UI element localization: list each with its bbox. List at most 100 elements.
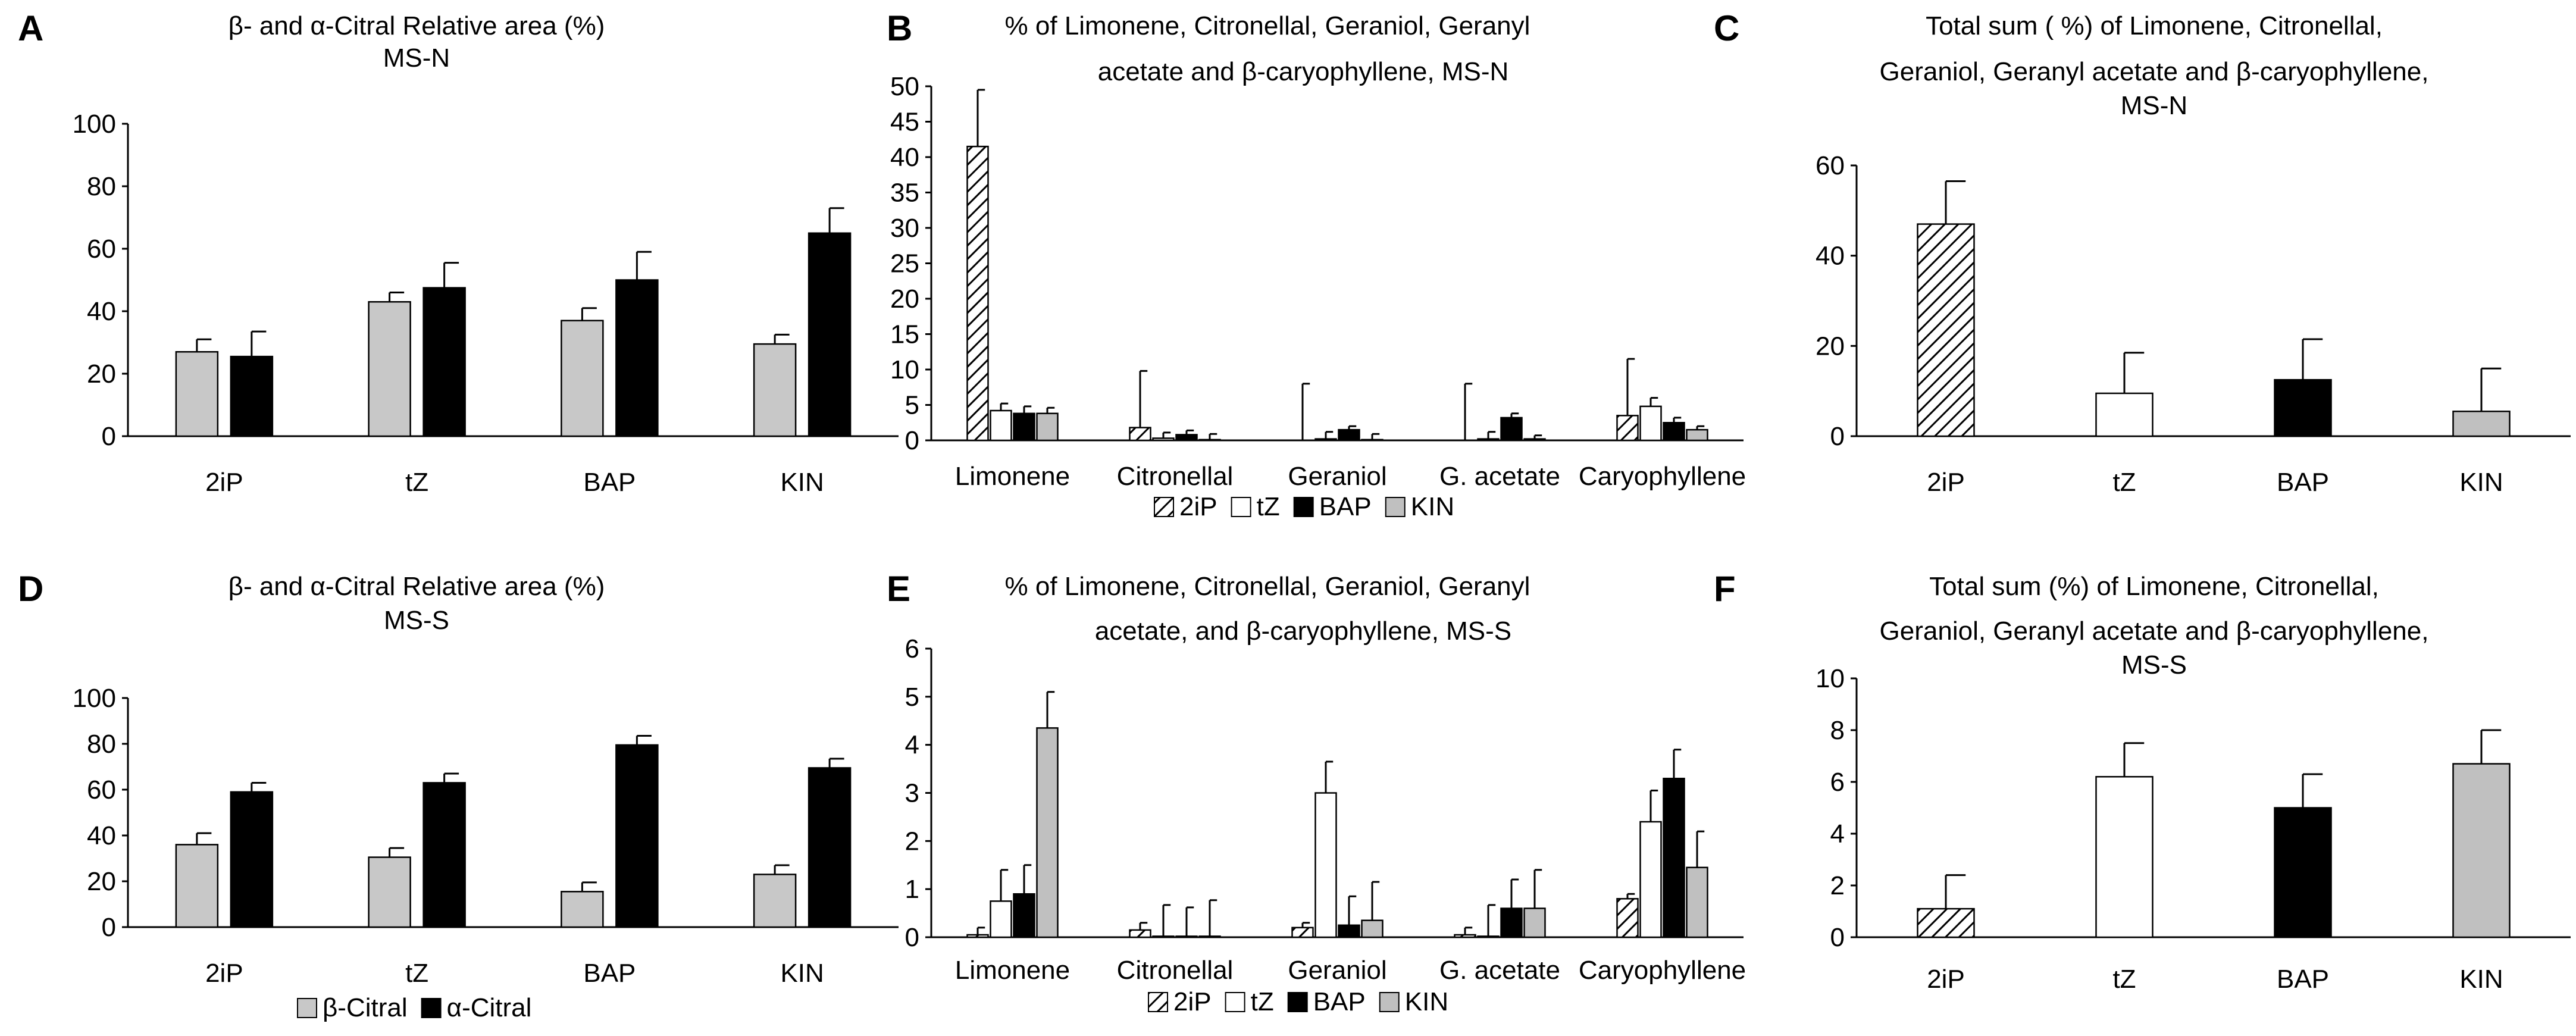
panel-d-legend-label: α-Citral bbox=[447, 993, 532, 1022]
panel-b-category-label: Caryophyllene bbox=[1579, 462, 1746, 491]
panel-f-bar bbox=[2095, 776, 2154, 938]
panel-b-y-tick-label: 35 bbox=[890, 179, 919, 208]
panel-c-bar bbox=[2452, 411, 2511, 437]
panel-d-y-tick-label: 100 bbox=[73, 684, 116, 713]
panel-b-y-tick-label: 5 bbox=[905, 391, 919, 420]
panel-c-y-tick-label: 0 bbox=[1830, 422, 1845, 451]
panel-e-legend-swatch bbox=[1225, 992, 1245, 1012]
panel-c: C Total sum ( %) of Limonene, Citronella… bbox=[1714, 8, 2428, 120]
panel-a-bar bbox=[230, 355, 274, 437]
panel-d-legend-label: β-Citral bbox=[323, 993, 408, 1022]
panel-b-bar bbox=[1500, 417, 1523, 442]
panel-b-y-tick-label: 50 bbox=[890, 72, 919, 101]
panel-e-y-tick-label: 4 bbox=[905, 731, 919, 760]
panel-c-bar bbox=[2095, 392, 2154, 437]
panel-b-bar bbox=[1152, 437, 1175, 442]
panel-d-bar bbox=[175, 844, 219, 928]
panel-c-letter: C bbox=[1714, 8, 1739, 48]
panel-e-y-tick-label: 6 bbox=[905, 634, 919, 663]
panel-a-y-tick-label: 100 bbox=[73, 109, 116, 139]
panel-c-title-line-3: MS-N bbox=[2121, 91, 2187, 120]
panel-a-y-tick-label: 60 bbox=[87, 234, 116, 264]
panel-f-title-line-2: Geraniol, Geranyl acetate and β-caryophy… bbox=[1880, 616, 2429, 646]
panel-d-bar bbox=[807, 767, 852, 928]
panel-e-bar bbox=[1477, 935, 1500, 938]
panel-e-y-tick-label: 2 bbox=[905, 827, 919, 856]
panel-b-bar bbox=[1175, 434, 1198, 442]
panel-b-y-tick-label: 10 bbox=[890, 355, 919, 384]
panel-b-bar bbox=[1129, 427, 1151, 442]
panel-e-category-label: Geraniol bbox=[1288, 956, 1386, 985]
panel-d-legend-swatch bbox=[297, 998, 317, 1018]
panel-b-bar bbox=[1523, 438, 1546, 442]
panel-e-bar bbox=[990, 900, 1012, 938]
panel-a-bar bbox=[175, 351, 219, 437]
panel-e-bar bbox=[1500, 907, 1523, 938]
panel-e-y-tick-label: 5 bbox=[905, 683, 919, 712]
panel-c-y-tick-label: 40 bbox=[1816, 242, 1845, 271]
panel-a-y-tick-label: 80 bbox=[87, 172, 116, 201]
panel-a-title-line-1: β- and α-Citral Relative area (%) bbox=[229, 11, 605, 40]
panel-f-category-label: BAP bbox=[2277, 965, 2329, 994]
panel-b-y-tick-label: 40 bbox=[890, 143, 919, 172]
panel-e-category-label: Limonene bbox=[955, 956, 1070, 985]
panel-a-category-label: BAP bbox=[583, 468, 636, 497]
panel-f-y-tick-label: 2 bbox=[1830, 871, 1845, 900]
panel-c-y-tick-label: 60 bbox=[1816, 151, 1845, 180]
panel-a-bar bbox=[753, 343, 797, 437]
panel-b-bar bbox=[1314, 438, 1337, 442]
panel-f-y-tick-label: 0 bbox=[1830, 923, 1845, 952]
panel-e-bar bbox=[1639, 821, 1662, 938]
panel-a-y-tick-label: 0 bbox=[102, 422, 116, 451]
panel-a-bar bbox=[807, 232, 852, 437]
panel-c-category-label: BAP bbox=[2277, 468, 2329, 497]
panel-e-bar bbox=[1686, 866, 1708, 938]
panel-a-category-label: KIN bbox=[780, 468, 824, 497]
panel-a: A β- and α-Citral Relative area (%) MS-N bbox=[18, 8, 605, 73]
panel-b-y-tick-label: 25 bbox=[890, 249, 919, 278]
panel-b-legend-swatch bbox=[1231, 497, 1251, 517]
panel-b-bar bbox=[990, 409, 1012, 442]
panel-e-bar bbox=[1454, 934, 1476, 938]
panel-b-legend-swatch bbox=[1385, 497, 1406, 517]
panel-e-legend-label: KIN bbox=[1405, 987, 1448, 1016]
panel-e-bar bbox=[1036, 727, 1059, 938]
panel-b-bar bbox=[1036, 412, 1059, 442]
panel-a-bar bbox=[615, 279, 659, 437]
panel-a-category-label: tZ bbox=[405, 468, 428, 497]
panel-e-legend-swatch bbox=[1148, 992, 1168, 1012]
panel-d-legend-swatch bbox=[421, 998, 442, 1018]
panel-e-category-label: G. acetate bbox=[1439, 956, 1560, 985]
panel-e-bar bbox=[1361, 919, 1384, 938]
panel-f-category-label: 2iP bbox=[1927, 965, 1965, 994]
panel-e-bar bbox=[1314, 792, 1337, 938]
panel-d-title-line-1: β- and α-Citral Relative area (%) bbox=[229, 572, 605, 601]
panel-e-legend-label: BAP bbox=[1313, 987, 1366, 1016]
panel-f-title-line-3: MS-S bbox=[2121, 650, 2187, 680]
panel-b-legend-label: 2iP bbox=[1179, 492, 1217, 521]
panel-d-y-tick-label: 20 bbox=[87, 867, 116, 896]
panel-d-bar bbox=[422, 782, 466, 928]
panel-e-legend-swatch bbox=[1287, 992, 1308, 1012]
panel-a-y-tick-label: 20 bbox=[87, 359, 116, 389]
panel-b-y-tick-label: 0 bbox=[905, 426, 919, 455]
panel-a-bar bbox=[561, 320, 604, 437]
panel-d-bar bbox=[230, 791, 274, 928]
panel-e-letter: E bbox=[887, 569, 910, 609]
panel-c-title-line-1: Total sum ( %) of Limonene, Citronellal, bbox=[1926, 11, 2383, 40]
panel-d-bar bbox=[368, 856, 411, 928]
panel-f-title-line-1: Total sum (%) of Limonene, Citronellal, bbox=[1929, 572, 2379, 601]
panel-b-category-label: G. acetate bbox=[1439, 462, 1560, 491]
panel-e-category-label: Caryophyllene bbox=[1579, 956, 1746, 985]
panel-b-title-line-2: acetate and β-caryophyllene, MS-N bbox=[1098, 57, 1509, 86]
panel-f-category-label: KIN bbox=[2459, 965, 2503, 994]
panel-e-legend-label: 2iP bbox=[1173, 987, 1212, 1016]
panel-b-y-tick-label: 30 bbox=[890, 214, 919, 243]
panel-f-bar bbox=[1917, 907, 1975, 938]
panel-d-letter: D bbox=[18, 569, 43, 609]
panel-f-y-tick-label: 4 bbox=[1830, 819, 1845, 849]
panel-e-category-label: Citronellal bbox=[1117, 956, 1234, 985]
panel-b-y-tick-label: 45 bbox=[890, 108, 919, 137]
